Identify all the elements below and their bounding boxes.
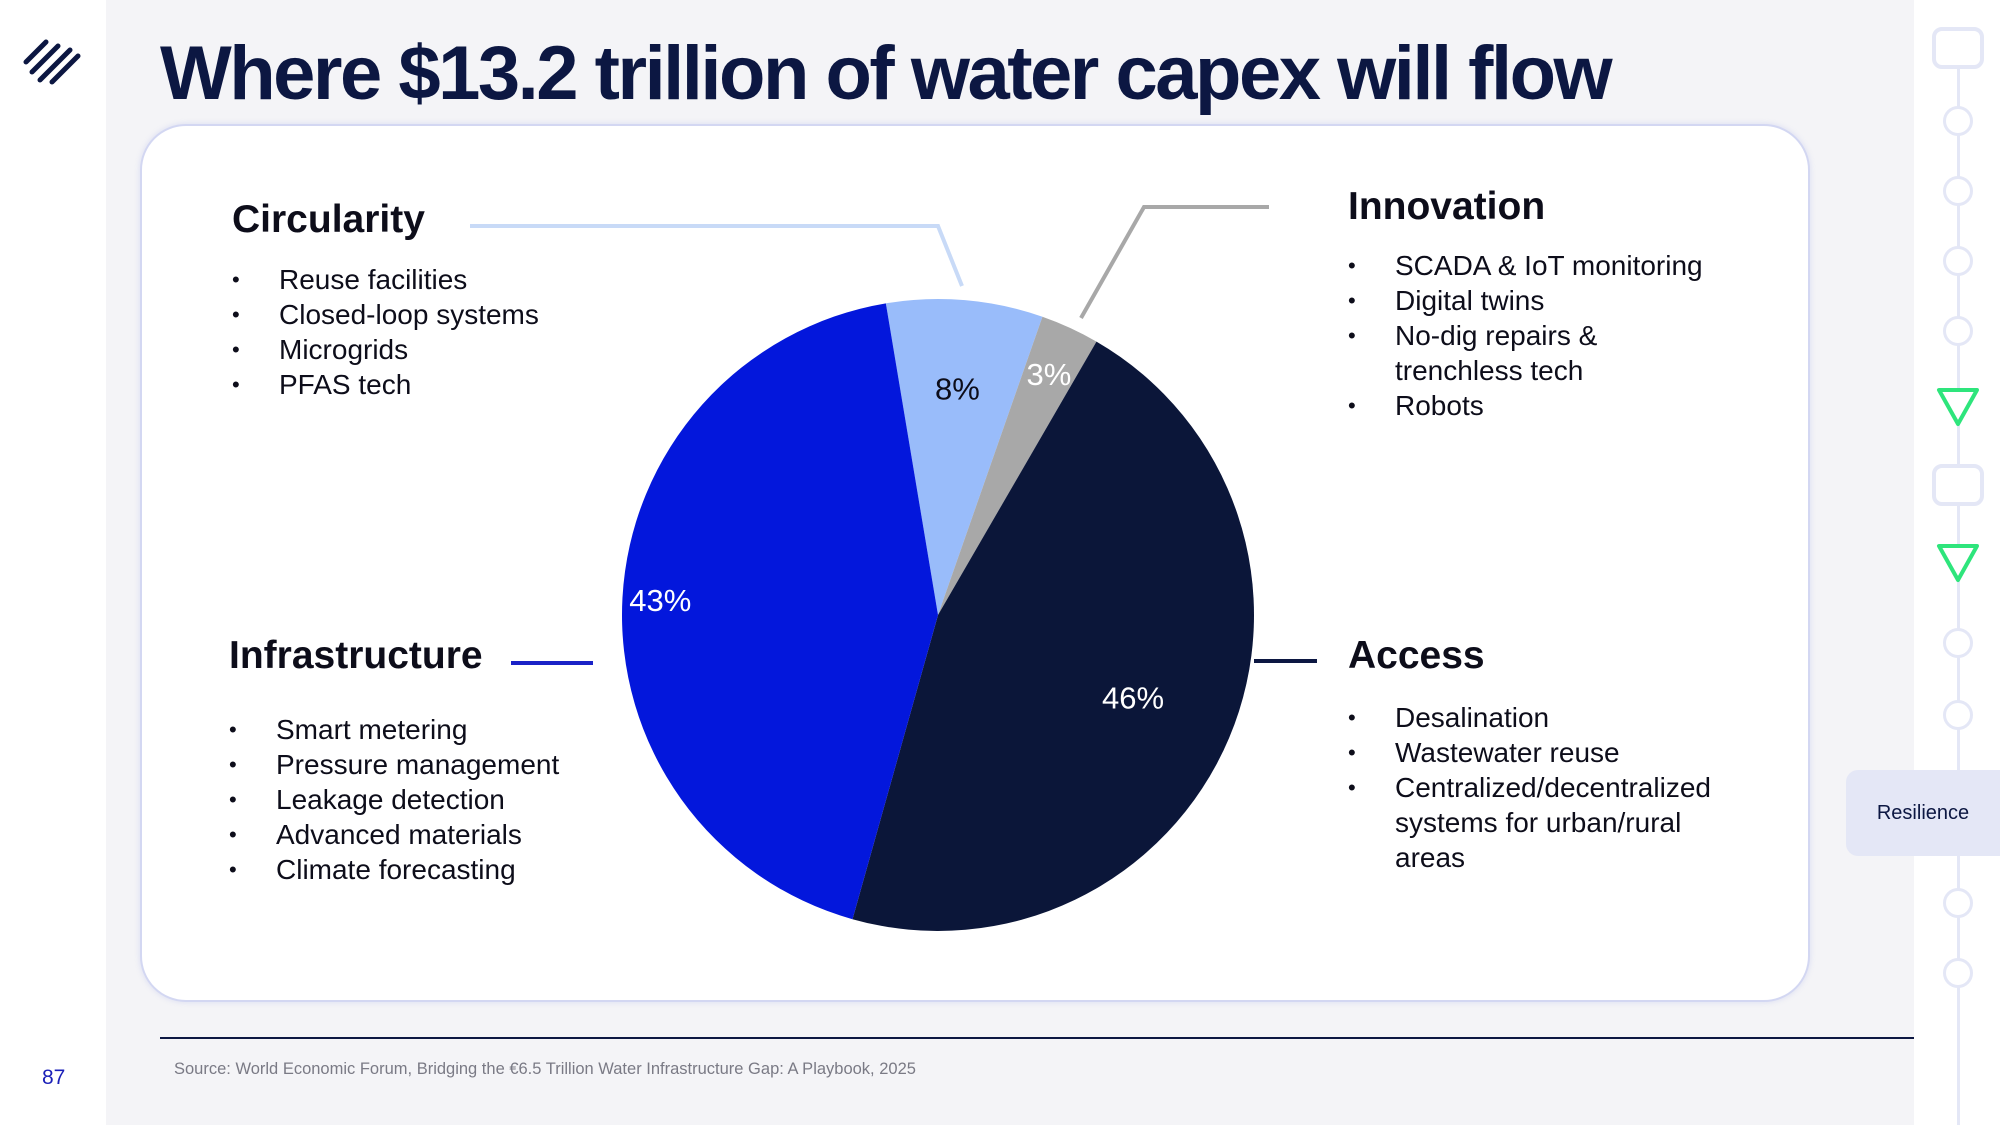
section-nav-step[interactable] (1943, 628, 1973, 658)
infrastructure-list: Smart metering Pressure management Leaka… (229, 712, 559, 887)
list-item: Closed-loop systems (232, 297, 539, 332)
list-item: Robots (1348, 388, 1703, 423)
access-heading: Access (1348, 634, 1485, 677)
innovation-list: SCADA & IoT monitoring Digital twins No-… (1348, 248, 1703, 423)
triangle-down-icon[interactable] (1935, 386, 1981, 428)
list-item: Centralized/decentralized (1348, 770, 1711, 805)
section-nav-step[interactable] (1943, 888, 1973, 918)
section-nav-step[interactable] (1943, 958, 1973, 988)
list-item: Pressure management (229, 747, 559, 782)
section-nav-step[interactable] (1943, 106, 1973, 136)
section-nav-step[interactable] (1932, 27, 1984, 69)
list-item: No-dig repairs & (1348, 318, 1703, 353)
list-item: Smart metering (229, 712, 559, 747)
list-item: PFAS tech (232, 367, 539, 402)
section-nav-step[interactable] (1943, 700, 1973, 730)
page-number: 87 (42, 1066, 66, 1089)
triangle-down-icon[interactable] (1935, 542, 1981, 584)
list-item: trenchless tech (1395, 355, 1584, 386)
section-nav-step[interactable] (1932, 464, 1984, 506)
list-item: Microgrids (232, 332, 539, 367)
list-item: areas (1395, 842, 1466, 873)
left-rail: 87 (0, 0, 106, 1125)
section-nav-step[interactable] (1943, 246, 1973, 276)
circularity-list: Reuse facilities Closed-loop systems Mic… (232, 262, 539, 402)
list-item: SCADA & IoT monitoring (1348, 248, 1703, 283)
brand-logo-icon (23, 39, 81, 85)
innovation-heading: Innovation (1348, 185, 1546, 228)
source-divider (160, 1037, 1914, 1039)
source-note: Source: World Economic Forum, Bridging t… (174, 1060, 916, 1078)
section-nav-step[interactable] (1943, 316, 1973, 346)
circularity-heading: Circularity (232, 198, 425, 241)
list-item: Desalination (1348, 700, 1711, 735)
infrastructure-heading: Infrastructure (229, 634, 483, 677)
list-item: Climate forecasting (229, 852, 559, 887)
list-item: Advanced materials (229, 817, 559, 852)
list-item: Reuse facilities (232, 262, 539, 297)
section-tab-resilience[interactable]: Resilience (1846, 770, 2000, 856)
access-list: Desalination Wastewater reuse Centralize… (1348, 700, 1711, 875)
page-title: Where $13.2 trillion of water capex will… (160, 31, 1613, 116)
list-item: Leakage detection (229, 782, 559, 817)
section-nav-step[interactable] (1943, 176, 1973, 206)
list-item: Digital twins (1348, 283, 1703, 318)
list-item: Wastewater reuse (1348, 735, 1711, 770)
list-item: systems for urban/rural (1395, 807, 1682, 838)
